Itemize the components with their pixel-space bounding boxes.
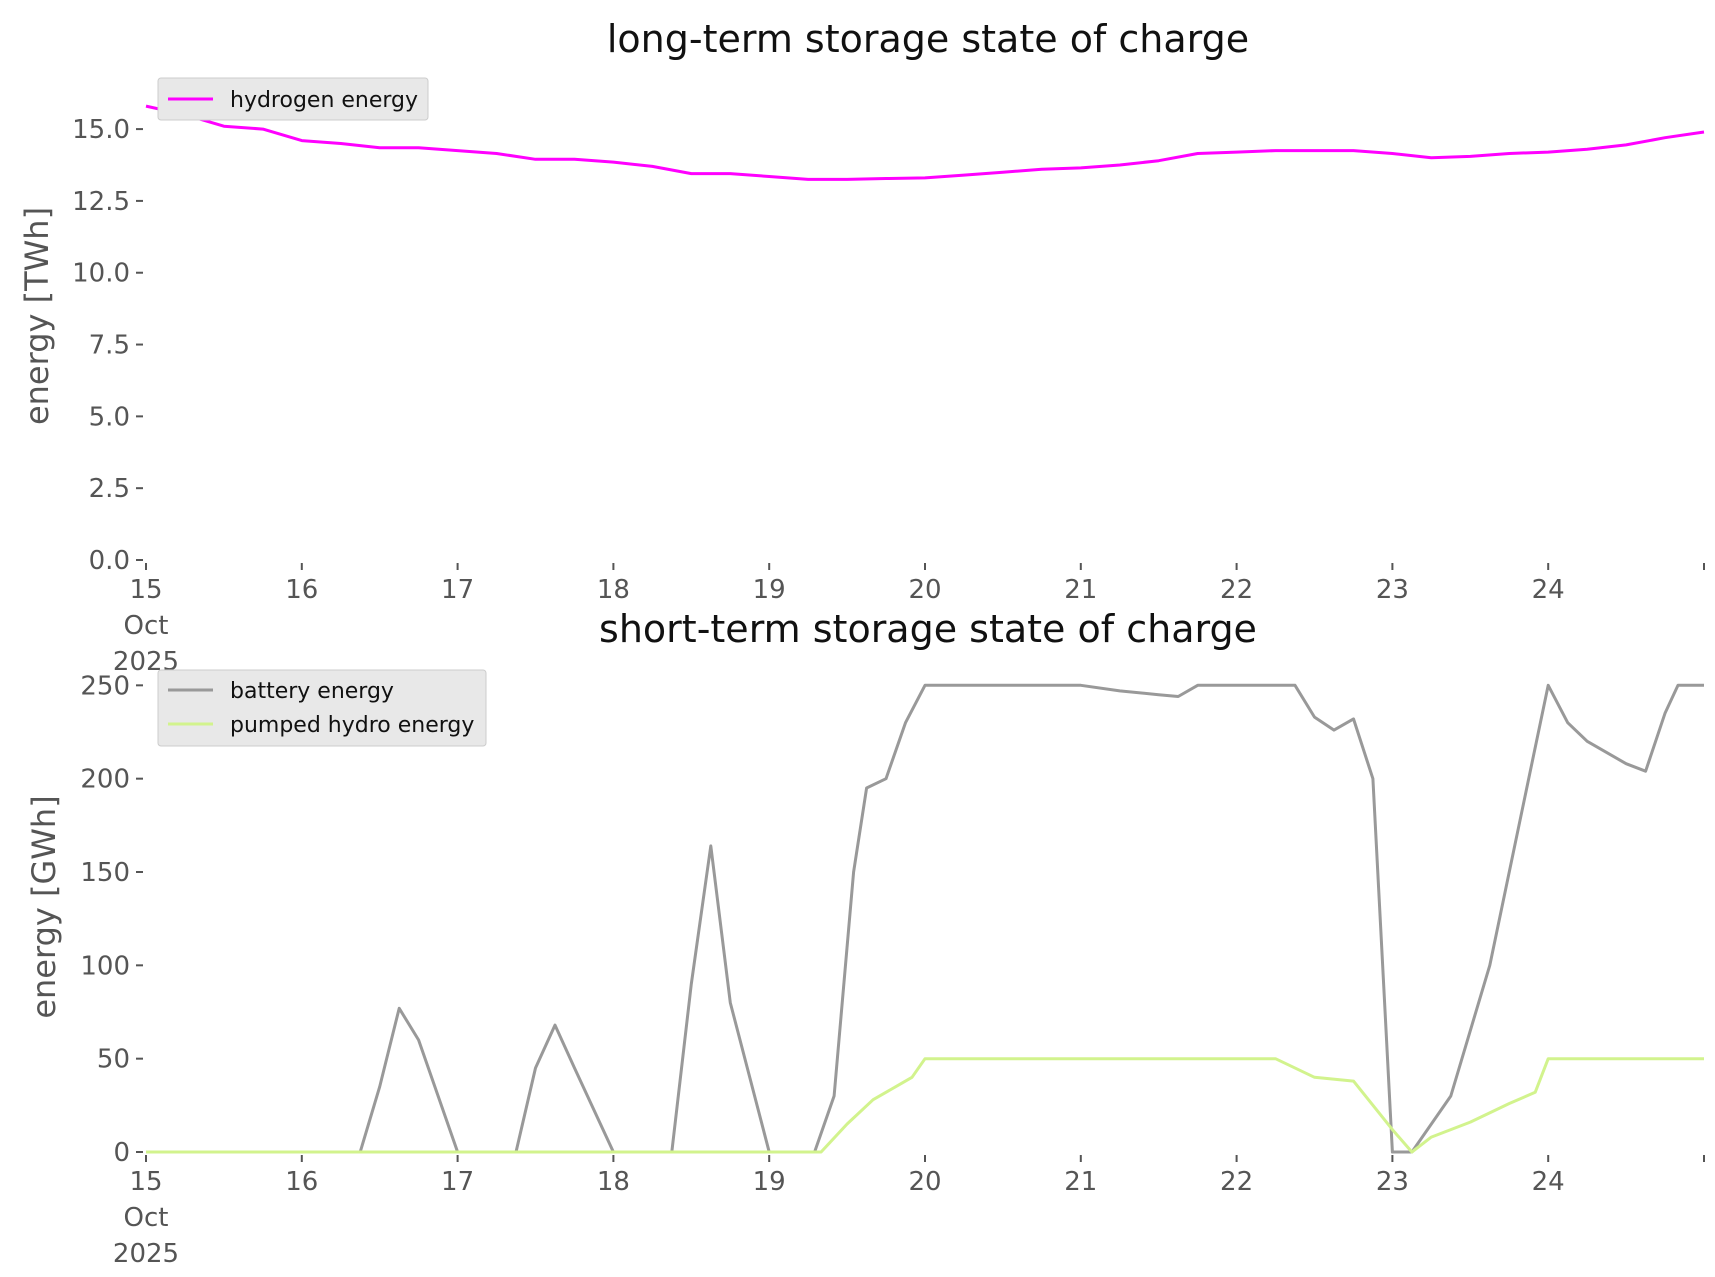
x-tick-label: 15 xyxy=(129,575,162,605)
x-tick-label: 21 xyxy=(1064,1167,1097,1197)
short-term-y-ticks: 0 50 100 150 200 250 xyxy=(80,671,143,1168)
long-term-chart: long-term storage state of charge energy… xyxy=(18,17,1705,677)
x-tick-label: Oct xyxy=(124,611,169,641)
series-line-battery-energy xyxy=(146,683,1704,1154)
short-term-y-axis-label: energy [GWh] xyxy=(25,795,63,1018)
x-tick-label: 19 xyxy=(753,1167,786,1197)
short-term-series-lines xyxy=(146,683,1704,1154)
short-term-x-ticks: 15 Oct 2025 16 17 18 19 20 21 22 23 24 xyxy=(113,1155,1705,1269)
x-tick-label: 22 xyxy=(1220,1167,1253,1197)
x-tick-label: 23 xyxy=(1376,1167,1409,1197)
y-tick-label: 7.5 xyxy=(89,331,130,361)
x-tick-label: 15 xyxy=(129,1167,162,1197)
x-tick-label: 18 xyxy=(597,1167,630,1197)
x-tick-label: 20 xyxy=(908,1167,941,1197)
x-tick-label: 17 xyxy=(441,1167,474,1197)
long-term-y-ticks: 0.0 2.5 5.0 7.5 10.0 12.5 15.0 xyxy=(72,115,143,576)
y-tick-label: 2.5 xyxy=(89,474,130,504)
series-line-hydrogen-energy xyxy=(145,104,1705,181)
y-tick-label: 250 xyxy=(80,671,130,701)
y-tick-label: 100 xyxy=(80,951,130,981)
y-tick-label: 12.5 xyxy=(72,187,130,217)
x-tick-label: 24 xyxy=(1532,1167,1565,1197)
y-tick-label: 15.0 xyxy=(72,115,130,145)
legend-label-hydrogen: hydrogen energy xyxy=(230,88,418,113)
short-term-legend: battery energy pumped hydro energy xyxy=(157,669,487,747)
legend-label-pumped-hydro: pumped hydro energy xyxy=(230,713,474,738)
x-tick-label: 16 xyxy=(285,575,318,605)
y-tick-label: 50 xyxy=(97,1045,130,1075)
y-tick-label: 10.0 xyxy=(72,259,130,289)
x-tick-label: 21 xyxy=(1064,575,1097,605)
y-tick-label: 200 xyxy=(80,765,130,795)
x-tick-label: 20 xyxy=(908,575,941,605)
x-tick-label: 16 xyxy=(285,1167,318,1197)
x-tick-label: 18 xyxy=(597,575,630,605)
long-term-legend-box xyxy=(157,77,429,121)
long-term-legend: hydrogen energy xyxy=(157,77,429,121)
y-tick-label: 5.0 xyxy=(89,402,130,432)
short-term-legend-box xyxy=(157,669,487,747)
legend-label-battery: battery energy xyxy=(230,679,394,704)
long-term-y-axis-label: energy [TWh] xyxy=(18,207,56,425)
short-term-chart: short-term storage state of charge energ… xyxy=(25,607,1705,1269)
short-term-chart-title: short-term storage state of charge xyxy=(599,607,1257,651)
long-term-chart-title: long-term storage state of charge xyxy=(607,17,1249,61)
x-tick-label: 17 xyxy=(441,575,474,605)
x-tick-label: 24 xyxy=(1532,575,1565,605)
x-tick-label: 2025 xyxy=(113,1239,179,1269)
y-tick-label: 0.0 xyxy=(89,546,130,576)
x-tick-label: 23 xyxy=(1376,575,1409,605)
series-line-pumped-hydro-energy xyxy=(146,1057,1704,1154)
x-tick-label: Oct xyxy=(124,1203,169,1233)
long-term-series-lines xyxy=(145,104,1705,181)
y-tick-label: 0 xyxy=(113,1138,130,1168)
x-tick-label: 19 xyxy=(753,575,786,605)
x-tick-label: 22 xyxy=(1220,575,1253,605)
y-tick-label: 150 xyxy=(80,858,130,888)
